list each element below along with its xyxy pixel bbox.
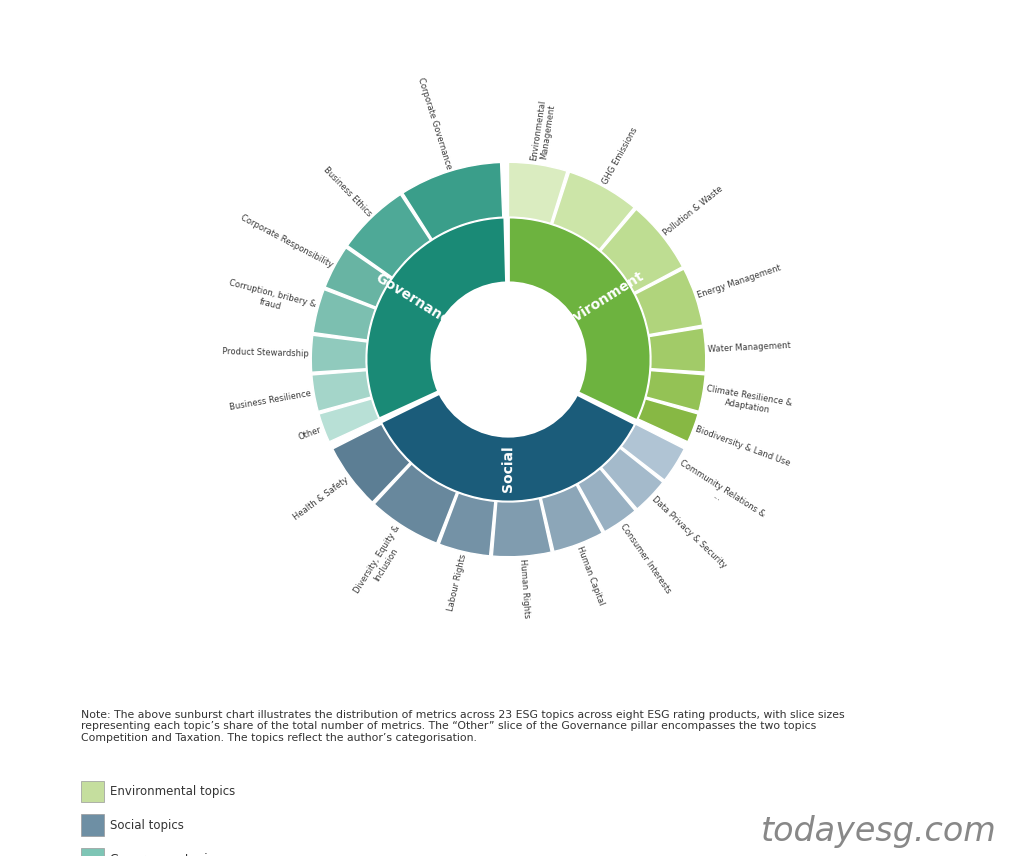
Wedge shape	[621, 424, 684, 480]
Text: Other: Other	[297, 425, 322, 442]
FancyBboxPatch shape	[81, 814, 104, 836]
Text: Biodiversity & Land Use: Biodiversity & Land Use	[695, 425, 792, 468]
Text: Business Ethics: Business Ethics	[321, 165, 373, 219]
Text: Product Stewardship: Product Stewardship	[222, 347, 309, 358]
Text: Corporate Governance: Corporate Governance	[416, 76, 454, 170]
Wedge shape	[311, 336, 367, 372]
Text: Data Privacy & Security: Data Privacy & Security	[650, 495, 727, 570]
Wedge shape	[492, 498, 551, 556]
Wedge shape	[638, 399, 698, 442]
Text: todayesg.com: todayesg.com	[761, 815, 997, 848]
Wedge shape	[366, 217, 506, 419]
Wedge shape	[313, 289, 375, 340]
Wedge shape	[578, 469, 635, 532]
Wedge shape	[541, 484, 602, 551]
Text: Corporate Responsibility: Corporate Responsibility	[239, 213, 335, 270]
Wedge shape	[380, 393, 636, 502]
Text: Consumer Interests: Consumer Interests	[618, 521, 672, 595]
Text: Labour Rights: Labour Rights	[445, 553, 468, 612]
Wedge shape	[601, 209, 682, 293]
FancyBboxPatch shape	[81, 848, 104, 856]
Wedge shape	[333, 424, 410, 502]
Wedge shape	[635, 269, 703, 335]
Text: Corruption, bribery &
fraud: Corruption, bribery & fraud	[226, 278, 317, 319]
Text: Diversity, Equity &
Inclusion: Diversity, Equity & Inclusion	[352, 524, 411, 601]
Text: Water Management: Water Management	[708, 342, 791, 354]
Text: Environmental
Management: Environmental Management	[529, 99, 557, 163]
Text: Environment: Environment	[555, 269, 647, 334]
Text: Pollution & Waste: Pollution & Waste	[661, 184, 724, 238]
Wedge shape	[649, 328, 706, 372]
Wedge shape	[319, 399, 379, 442]
Text: Human Capital: Human Capital	[576, 544, 606, 606]
Wedge shape	[646, 371, 705, 412]
Text: Community Relations &
...: Community Relations & ...	[672, 458, 767, 527]
Text: Climate Resilience &
Adaptation: Climate Resilience & Adaptation	[704, 384, 793, 418]
Text: Health & Safety: Health & Safety	[292, 475, 351, 522]
Text: Human Rights: Human Rights	[518, 559, 531, 619]
Text: Note: The above sunburst chart illustrates the distribution of metrics across 23: Note: The above sunburst chart illustrat…	[81, 710, 845, 743]
FancyBboxPatch shape	[81, 781, 104, 802]
Wedge shape	[601, 449, 663, 509]
Text: Social topics: Social topics	[110, 818, 184, 832]
Circle shape	[432, 282, 585, 437]
Text: Social: Social	[500, 446, 515, 492]
Wedge shape	[374, 464, 457, 544]
Wedge shape	[508, 217, 651, 420]
Wedge shape	[552, 172, 635, 250]
Wedge shape	[439, 493, 495, 556]
Text: Environmental topics: Environmental topics	[110, 785, 235, 798]
Wedge shape	[312, 371, 371, 412]
Text: Governance: Governance	[372, 271, 459, 332]
Wedge shape	[403, 163, 502, 240]
Text: GHG Emissions: GHG Emissions	[601, 126, 640, 187]
Wedge shape	[325, 248, 392, 307]
Wedge shape	[508, 163, 566, 223]
Text: Energy Management: Energy Management	[697, 263, 782, 300]
Text: Business Resilience: Business Resilience	[229, 389, 312, 413]
Text: Governance topics: Governance topics	[110, 853, 220, 856]
Wedge shape	[348, 194, 430, 277]
